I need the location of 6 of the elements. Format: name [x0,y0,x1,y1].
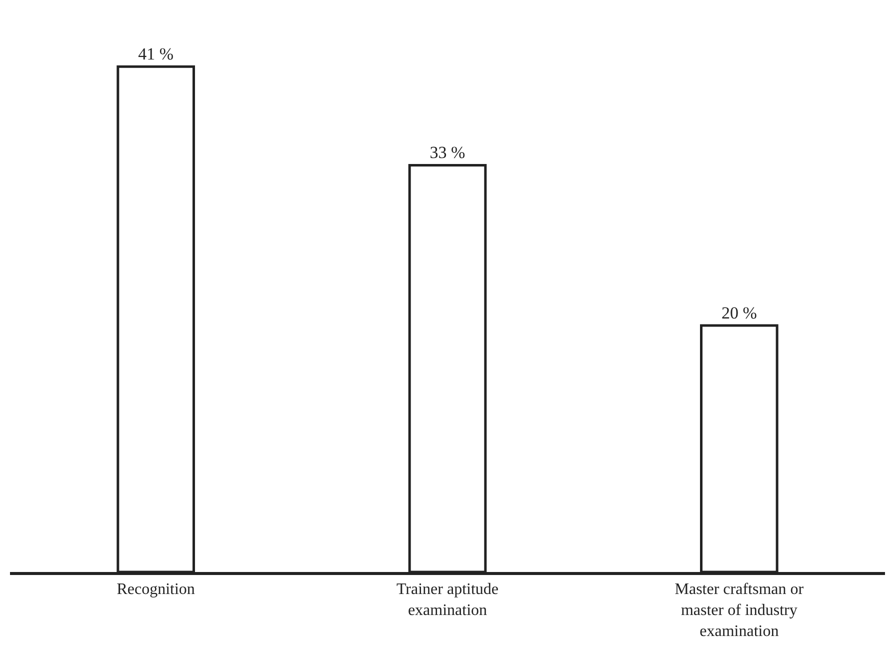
data-label: 41 % [138,44,174,64]
data-label: 20 % [721,303,757,322]
x-tick-label: Recognition [116,581,195,598]
x-tick-label: Trainer aptitude examination [396,581,499,619]
x-tick-label: Master craftsman or master of industry examination [674,581,804,640]
data-label: 33 % [430,143,466,162]
